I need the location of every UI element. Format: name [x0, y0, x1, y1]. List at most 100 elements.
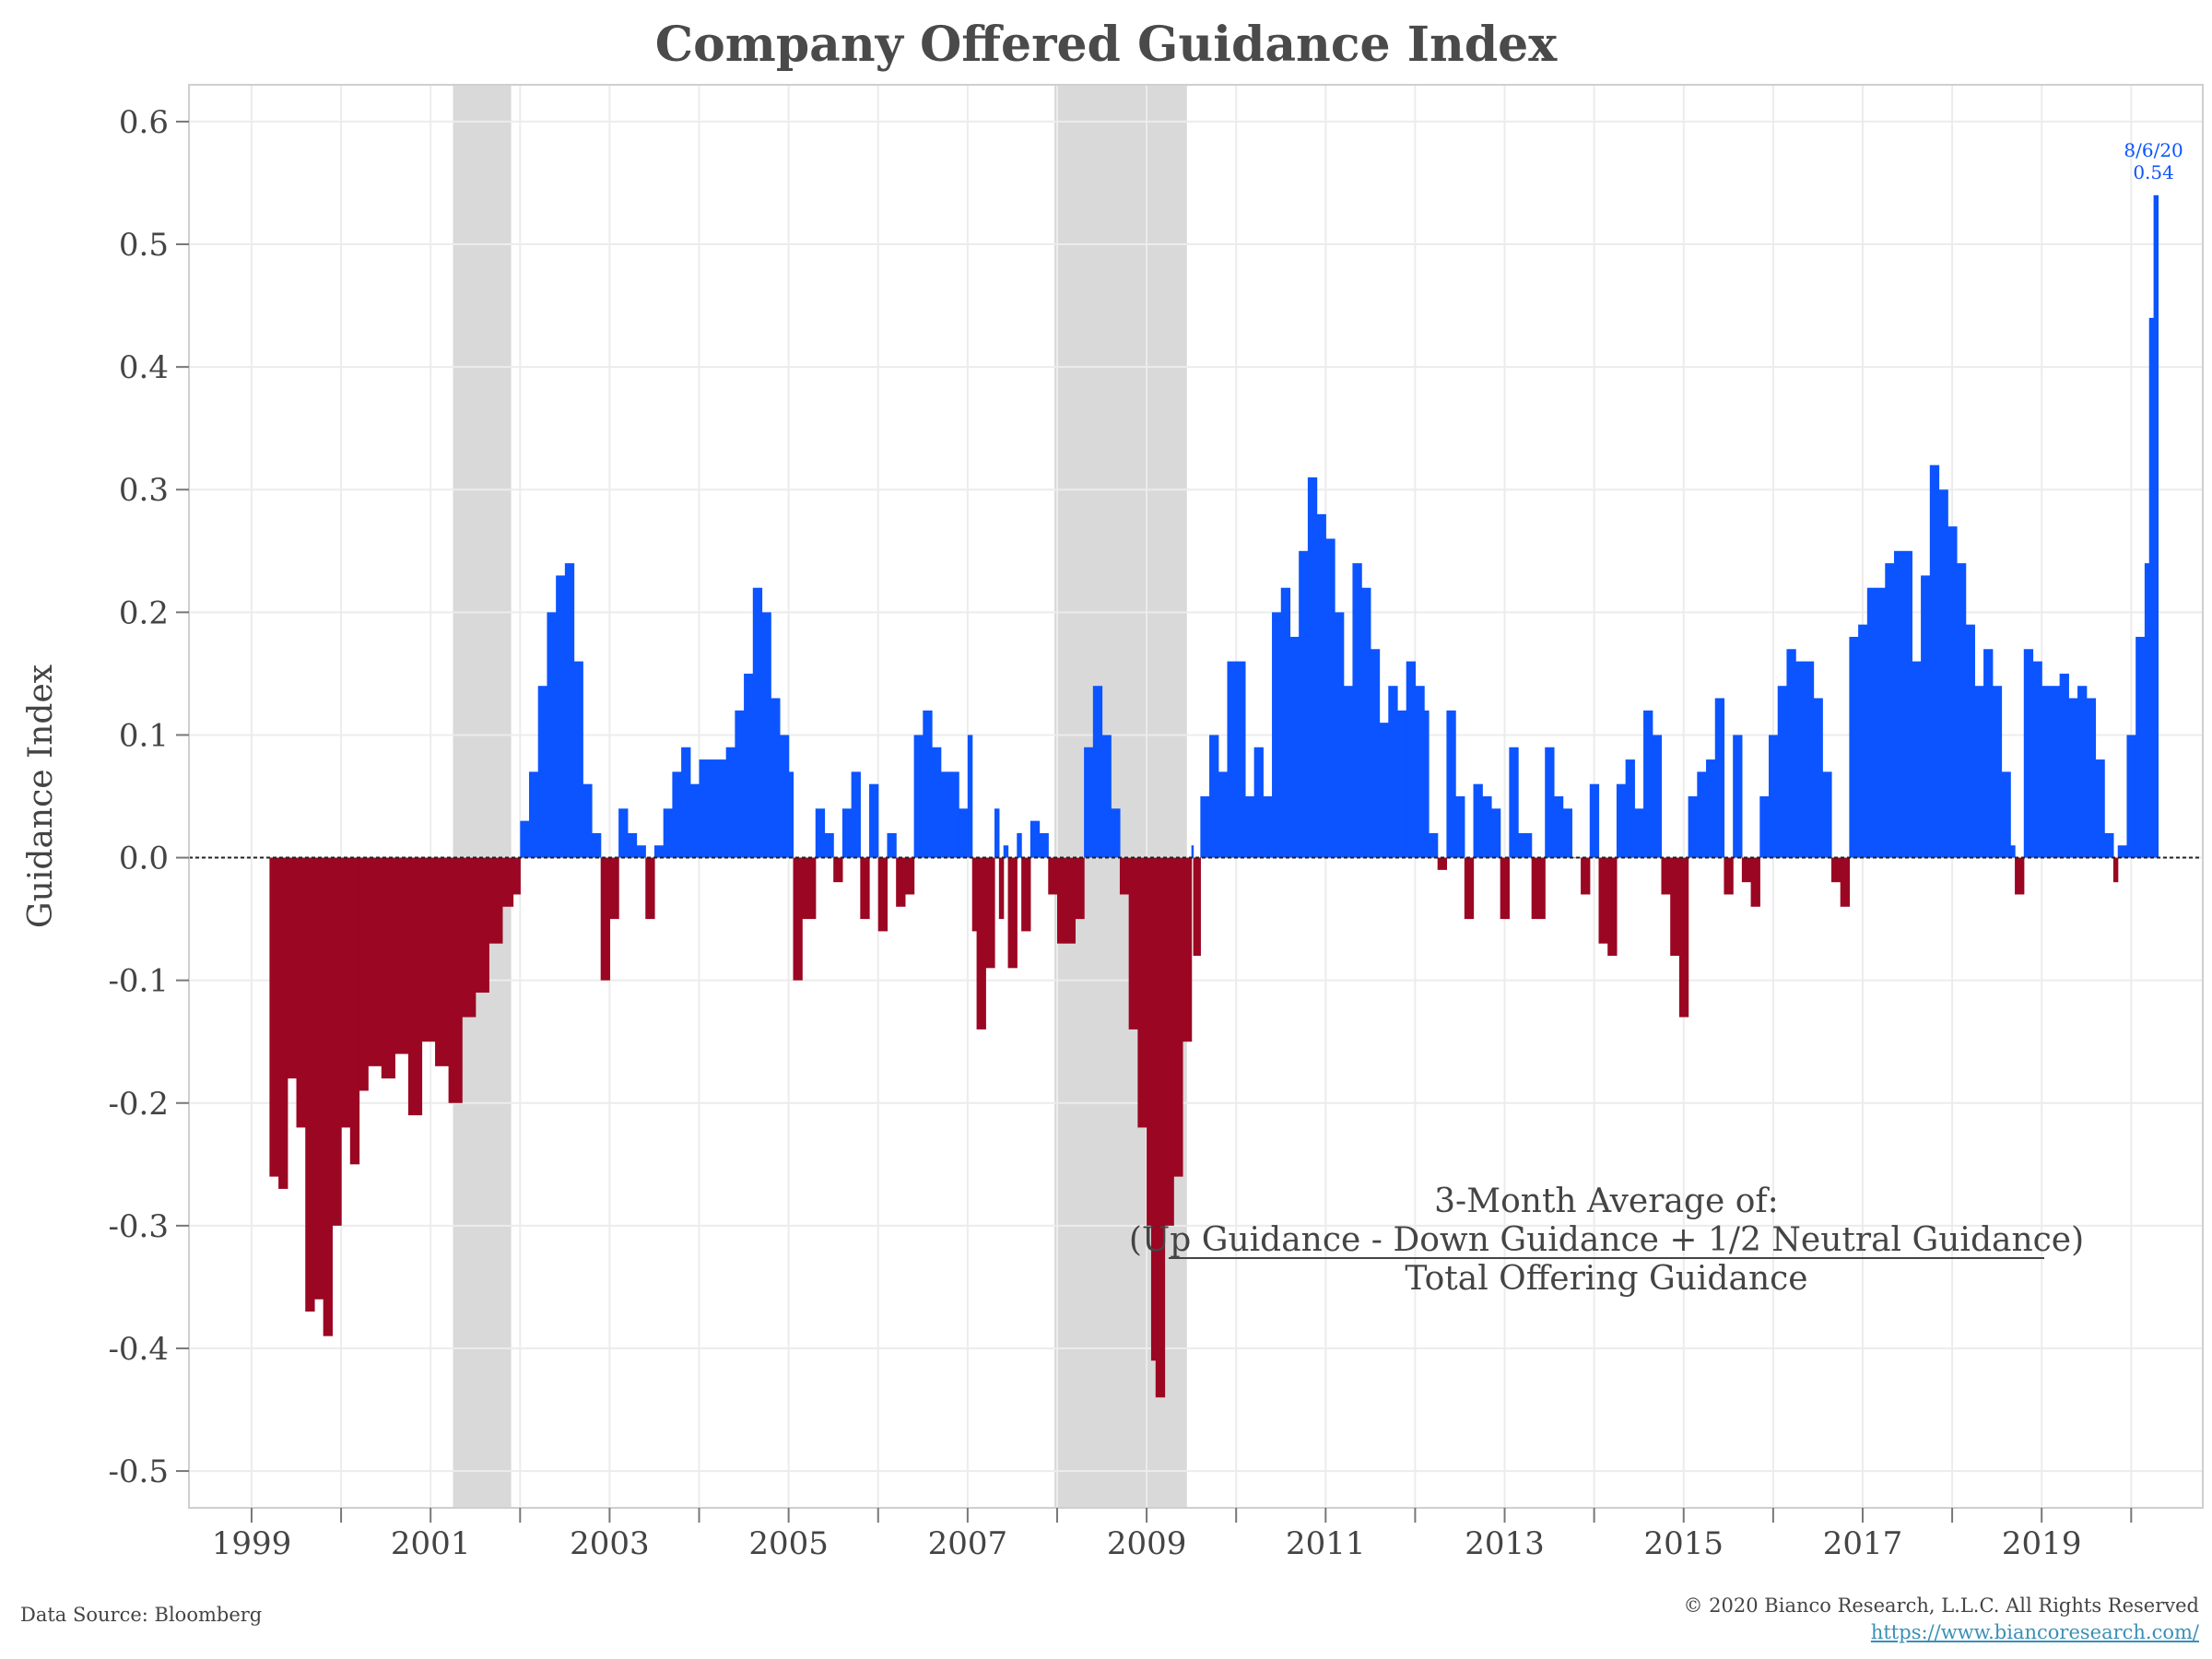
bar: [699, 759, 709, 858]
copyright-text: © 2020 Bianco Research, L.L.C. All Right…: [1683, 1594, 2200, 1617]
bar: [716, 759, 727, 858]
bar: [1992, 686, 2003, 858]
bar: [2032, 661, 2042, 858]
bar: [1119, 857, 1130, 895]
bar: [2015, 857, 2025, 895]
x-tick-label: 2001: [391, 1525, 471, 1562]
y-tick-label: 0.1: [119, 717, 169, 754]
bar: [1263, 796, 1273, 858]
bar: [1316, 513, 1326, 858]
bar: [2126, 735, 2136, 858]
bar: [708, 759, 718, 858]
y-tick-label: -0.1: [108, 963, 169, 1000]
bar: [1553, 796, 1564, 858]
bar: [1379, 723, 1389, 858]
bar: [1974, 686, 1984, 858]
bar: [1697, 771, 1707, 858]
bar: [2023, 649, 2034, 858]
bar: [2136, 636, 2146, 858]
bar: [2041, 686, 2052, 858]
bar: [547, 612, 557, 858]
bar: [475, 857, 489, 993]
bar: [1446, 710, 1456, 858]
bar: [368, 857, 382, 1066]
bar: [2153, 194, 2159, 858]
bar: [1092, 686, 1103, 858]
bar: [1406, 661, 1417, 858]
y-tick-label: 0.4: [119, 349, 169, 386]
last-value-date-label: 8/6/20: [2124, 139, 2183, 161]
bar: [1164, 857, 1174, 1226]
bar: [1902, 550, 1912, 858]
data-source-label: Data Source: Bloomberg: [20, 1604, 263, 1626]
bar: [904, 857, 915, 895]
bar: [985, 857, 995, 969]
bar: [1598, 857, 1608, 944]
bar: [2095, 759, 2105, 858]
bar: [1388, 686, 1398, 858]
bar: [1482, 796, 1492, 858]
bar: [771, 698, 781, 858]
x-tick-label: 2019: [2002, 1525, 2082, 1562]
y-tick-label: 0.0: [119, 841, 169, 877]
bar: [1625, 759, 1635, 858]
bar: [462, 857, 477, 1018]
bar: [1562, 808, 1572, 858]
bar: [1956, 563, 1967, 858]
bar: [1352, 563, 1362, 858]
bar: [1518, 832, 1533, 858]
bar: [663, 808, 673, 858]
bar: [1003, 845, 1009, 858]
bar: [824, 832, 834, 858]
bar: [1182, 857, 1193, 1042]
bar: [1147, 857, 1152, 1226]
bar: [1173, 857, 1183, 1177]
bar: [1643, 710, 1653, 858]
bar: [1885, 563, 1895, 858]
bar: [1509, 747, 1519, 858]
bar: [1200, 796, 1210, 858]
bar: [681, 747, 691, 858]
bar: [1759, 796, 1770, 858]
website-link[interactable]: https://www.biancoresearch.com/: [1870, 1621, 2199, 1643]
bar: [1056, 857, 1067, 944]
x-tick-label: 2007: [928, 1525, 1008, 1562]
bar: [618, 808, 629, 858]
bar: [287, 857, 298, 1079]
bar: [896, 857, 906, 907]
bar: [1370, 649, 1381, 858]
bar: [672, 771, 682, 858]
bar: [1007, 857, 1018, 969]
x-tick-label: 2017: [1823, 1525, 1903, 1562]
bar: [529, 771, 539, 858]
bar: [1039, 832, 1049, 858]
bar: [349, 857, 360, 1165]
bar: [359, 857, 369, 1091]
bar: [1455, 796, 1465, 858]
recession-band-0: [453, 85, 512, 1508]
bar: [2104, 832, 2114, 858]
bar: [1804, 661, 1815, 858]
bar: [725, 747, 735, 858]
x-tick-label: 2013: [1465, 1525, 1545, 1562]
bar: [815, 808, 826, 858]
bar: [1733, 735, 1743, 858]
bar: [1795, 661, 1806, 858]
bar: [1634, 808, 1644, 858]
bar: [959, 808, 969, 858]
bar: [501, 857, 514, 907]
bar: [869, 783, 879, 858]
bar: [1397, 710, 1407, 858]
bar: [1652, 735, 1663, 858]
bar: [1307, 477, 1318, 858]
bar: [564, 563, 575, 858]
bar: [949, 771, 959, 858]
y-tick-label: -0.5: [108, 1453, 169, 1490]
bar: [2117, 845, 2128, 858]
y-tick-label: 0.5: [119, 227, 169, 264]
last-value-label: 0.54: [2133, 161, 2174, 183]
bar: [1670, 857, 1680, 957]
bar: [1218, 771, 1229, 858]
bar: [1473, 783, 1483, 858]
bar: [2077, 686, 2088, 858]
